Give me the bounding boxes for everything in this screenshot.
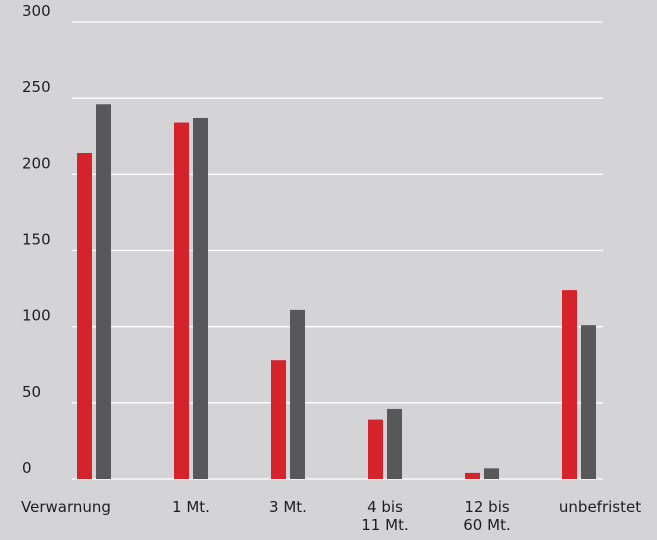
x-tick-label: Verwarnung [21,498,111,516]
bars [77,104,596,480]
bar-series-2-2 [290,309,305,479]
y-tick-label: 300 [22,2,51,20]
bar-series-1-4 [465,472,480,479]
x-tick-label: 3 Mt. [269,498,307,516]
y-tick-label: 0 [22,459,32,477]
bar-series-2-5 [581,325,596,479]
y-tick-label: 50 [22,383,41,401]
y-tick-label: 200 [22,154,51,172]
bar-series-1-1 [174,122,189,479]
x-tick-label: unbefristet [559,498,641,516]
bar-series-1-0 [77,153,92,480]
bar-series-2-4 [484,468,499,479]
x-tick-label: 12 bis [464,498,510,516]
y-axis: 0 50 100 150 200 250 300 [22,2,51,477]
bar-series-2-0 [96,104,111,479]
bar-series-2-1 [193,117,208,479]
bar-series-2-3 [387,408,402,479]
x-tick-label: 1 Mt. [172,498,210,516]
y-tick-label: 100 [22,307,51,325]
y-tick-label: 150 [22,231,51,249]
x-tick-label: 11 Mt. [361,516,408,534]
bar-series-1-2 [271,360,286,479]
bar-series-1-5 [562,290,577,479]
y-tick-label: 250 [22,78,51,96]
gridlines [72,21,603,480]
x-tick-label: 4 bis [367,498,403,516]
bar-series-1-3 [368,419,383,479]
x-tick-label: 60 Mt. [463,516,510,534]
